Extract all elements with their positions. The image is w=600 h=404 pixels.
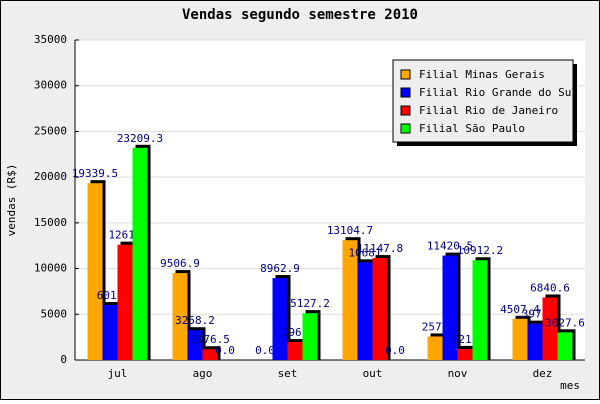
value-label: 3258.2 (175, 314, 215, 327)
value-label: 23209.3 (117, 132, 163, 145)
x-tick-label: jul (108, 367, 128, 380)
bar (557, 332, 573, 360)
value-label: 3027.6 (545, 316, 585, 329)
value-label: 6011 (97, 289, 124, 302)
bar (272, 278, 288, 360)
value-label: 19339.5 (72, 167, 118, 180)
bar (527, 323, 543, 360)
value-label: 9506.9 (160, 257, 200, 270)
bar (427, 336, 443, 360)
bar (357, 262, 373, 360)
legend-swatch (400, 123, 411, 134)
value-label: 4507.4 (500, 303, 540, 316)
y-tick-label: 35000 (34, 33, 67, 46)
y-tick-label: 20000 (34, 170, 67, 183)
value-label: 1176.5 (190, 333, 230, 346)
value-label: 0.0 (385, 344, 405, 357)
value-label: 3978 (522, 308, 549, 321)
value-label: 6840.6 (530, 281, 570, 294)
bar (302, 313, 318, 360)
legend-label: Filial Rio de Janeiro (419, 104, 558, 117)
bar (132, 147, 148, 360)
legend (392, 59, 574, 143)
value-label: 1965 (282, 326, 309, 339)
legend-label: Filial São Paulo (419, 122, 525, 135)
x-tick-label: out (363, 367, 383, 380)
legend-swatch (400, 105, 411, 116)
value-label: 0.0 (255, 344, 275, 357)
x-tick-label: set (278, 367, 298, 380)
bar (472, 260, 488, 360)
x-tick-label: nov (448, 367, 468, 380)
bar (457, 348, 473, 360)
value-label: 10912.2 (457, 244, 503, 257)
bar (117, 244, 133, 360)
x-tick-label: ago (193, 367, 213, 380)
bar (442, 255, 458, 360)
legend-swatch (400, 69, 411, 80)
value-label: 1215 (452, 333, 479, 346)
y-tick-label: 5000 (41, 307, 68, 320)
value-label: 13104.7 (327, 224, 373, 237)
y-tick-label: 10000 (34, 262, 67, 275)
bar (287, 342, 303, 360)
y-axis-label: vendas (R$) (5, 164, 18, 237)
bar (542, 297, 558, 360)
chart-title: Vendas segundo semestre 2010 (182, 7, 418, 23)
value-label: 0.0 (215, 344, 235, 357)
bar (512, 318, 528, 360)
y-tick-label: 30000 (34, 79, 67, 92)
value-label: 11147.8 (357, 242, 403, 255)
value-label: 5127.2 (290, 297, 330, 310)
y-tick-label: 25000 (34, 124, 67, 137)
bar (187, 330, 203, 360)
bar (372, 258, 388, 360)
legend-label: Filial Rio Grande do Sul (419, 86, 578, 99)
legend-label: Filial Minas Gerais (419, 68, 545, 81)
bar (102, 305, 118, 360)
x-axis-label: mes (560, 379, 580, 392)
y-tick-label: 0 (60, 353, 67, 366)
value-label: 2577 (422, 320, 449, 333)
legend-swatch (400, 87, 411, 98)
bar (202, 349, 218, 360)
value-label: 10681 (348, 246, 381, 259)
bar (172, 273, 188, 360)
value-label: 11420.5 (427, 240, 473, 253)
bar (87, 183, 103, 360)
value-label: 8962.9 (260, 262, 300, 275)
y-tick-label: 15000 (34, 216, 67, 229)
bar (342, 240, 358, 360)
x-tick-label: dez (533, 367, 553, 380)
